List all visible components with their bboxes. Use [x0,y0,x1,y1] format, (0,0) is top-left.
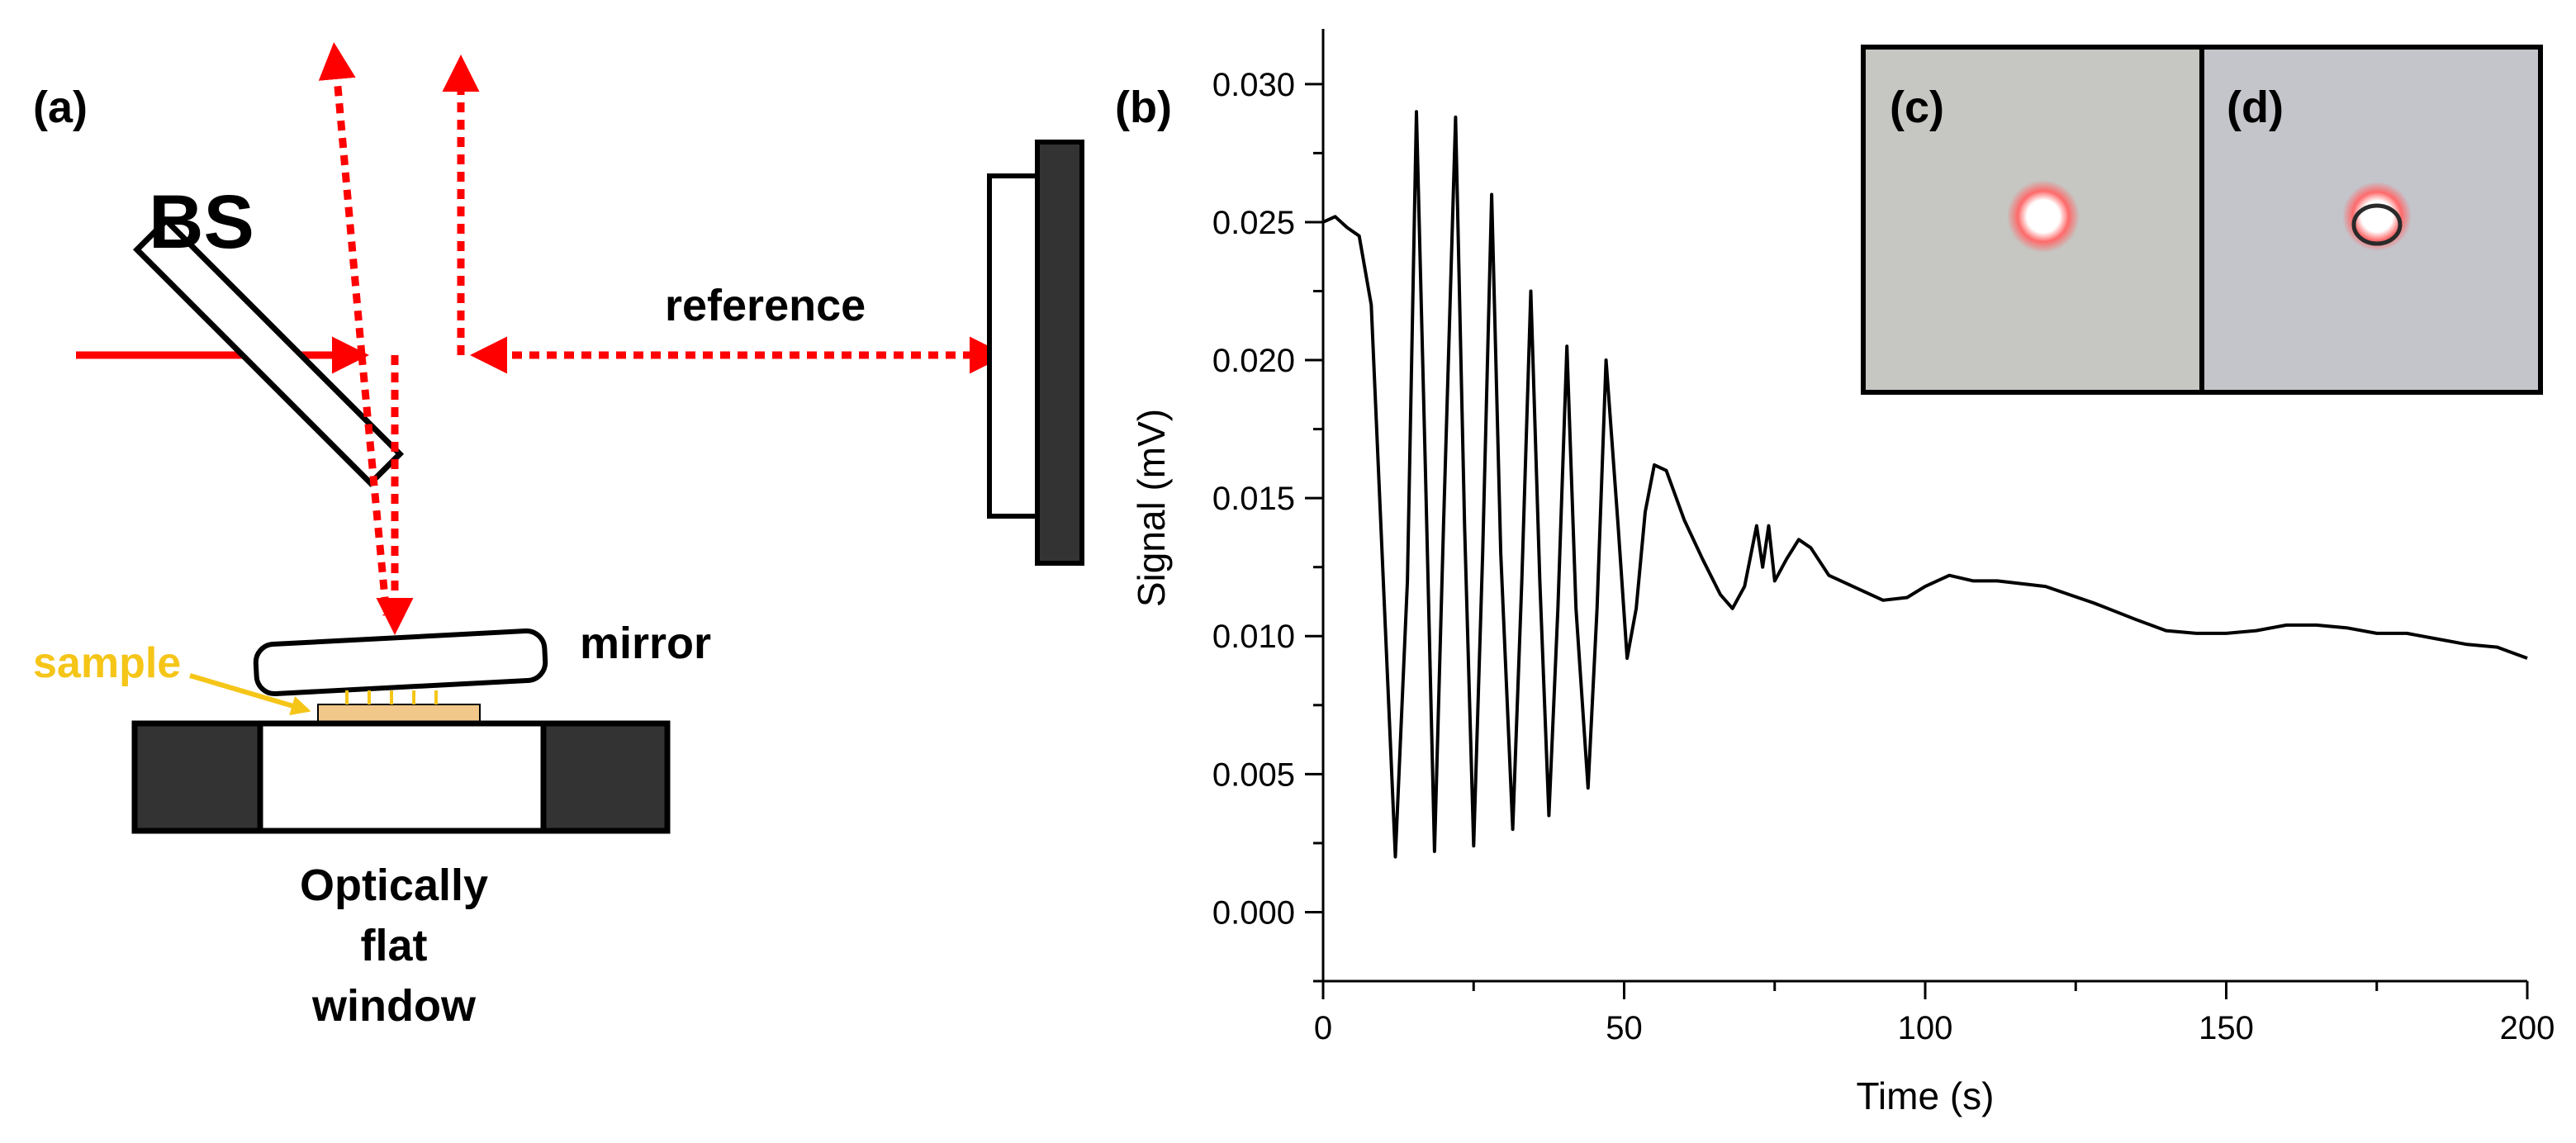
y-tick-label: 0.010 [1212,619,1295,655]
series-line [1322,110,2528,859]
setup-diagram: (a) BS reference mirror [33,42,1084,1031]
window-holder [131,720,671,834]
panel-label-b: (b) [1115,83,1172,132]
bs-label: BS [149,180,254,264]
y-axis-label: Signal (mV) [1130,409,1173,607]
panel-label-a: (a) [33,83,88,132]
sample-mirror [253,628,548,696]
x-axis-label: Time (s) [1857,1074,1995,1117]
sample-beam-left [358,354,391,616]
laser-spot-d [2342,182,2412,251]
damage-ring-d [2351,203,2403,246]
beam-splitter [132,216,405,488]
y-tick-label: 0.005 [1212,756,1295,793]
panel-label-d: (d) [2227,83,2284,132]
window-label-line-3: window [311,981,477,1031]
x-tick-label: 0 [1314,1010,1332,1046]
window-label-line-1: Optically [300,861,488,910]
mirror-label: mirror [580,619,711,668]
x-ticks: 0 50 100 150 200 [1314,981,2555,1046]
y-tick-label: 0.025 [1212,205,1295,241]
x-tick-label: 100 [1898,1010,1953,1046]
laser-spot-c [2007,180,2080,253]
sample-label: sample [33,639,181,687]
y-tick-label: 0.020 [1212,343,1295,379]
y-tick-label: 0.000 [1212,894,1295,931]
inset-photos: (c) (d) [1861,45,2543,395]
return-beam-up-left [318,42,366,356]
panel-label-c: (c) [1890,83,1944,132]
x-tick-label: 150 [2199,1010,2254,1046]
sample [317,690,481,723]
reference-mirror [987,140,1084,566]
signal-chart: (b) 0.0000.0050.0100.0150.0200.0250.030 … [1115,29,2555,1117]
x-tick-label: 50 [1606,1010,1643,1046]
y-ticks: 0.000 0.005 0.010 0.015 0.020 0.025 0.030 [1212,67,1323,983]
window-label-line-2: flat [361,921,428,970]
reference-label: reference [665,281,866,330]
y-tick-label: 0.015 [1212,481,1295,517]
sample-pointer [189,673,311,716]
y-tick-label: 0.030 [1212,67,1295,103]
x-tick-label: 200 [2500,1010,2555,1046]
